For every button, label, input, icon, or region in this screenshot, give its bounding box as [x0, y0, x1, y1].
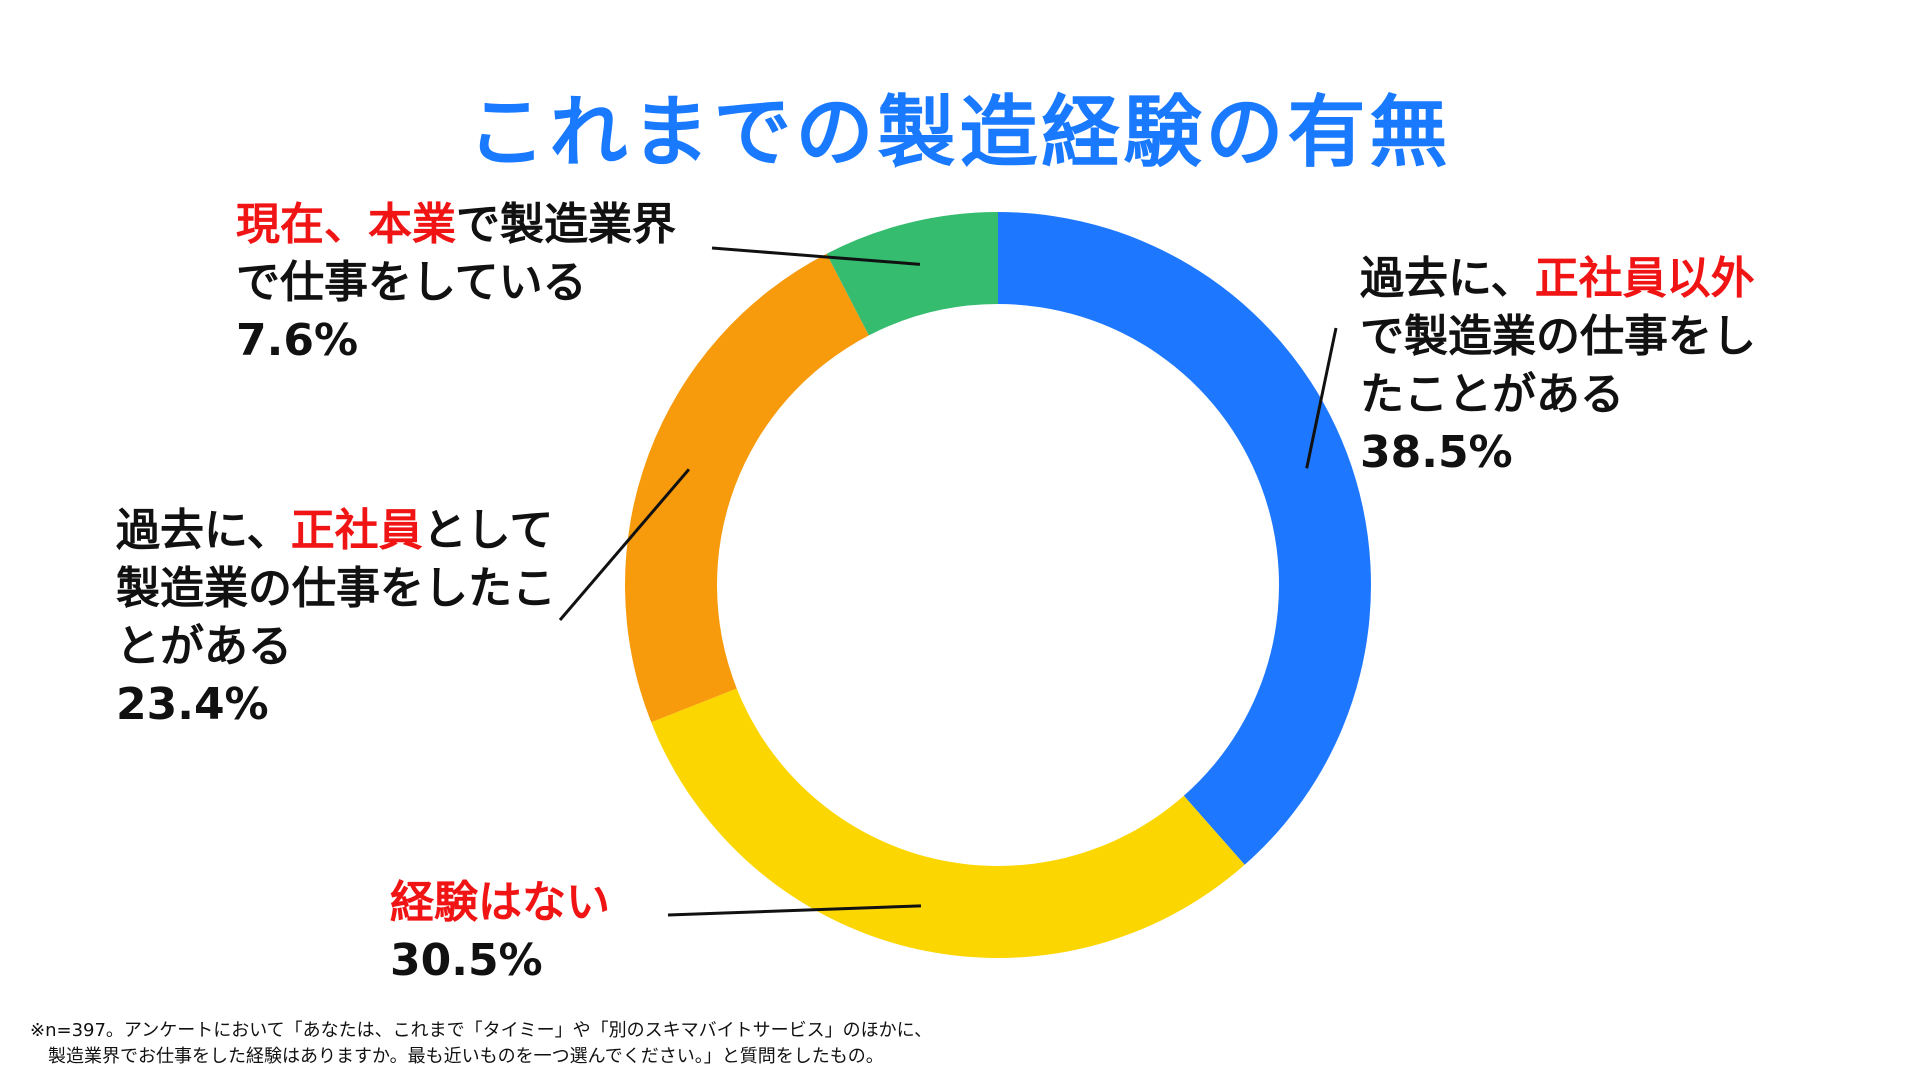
chart-title: これまでの製造経験の有無: [467, 88, 1452, 178]
slice-label-current: 現在、本業で製造業界 で仕事をしている 7.6%: [236, 196, 676, 370]
leader-line-current: [711, 246, 921, 266]
slice-label-none: 経験はない 30.5%: [390, 874, 610, 990]
donut-slice-none: [651, 688, 1245, 958]
footnote-line1: ※n=397。アンケートにおいて「あなたは、これまで「タイミー」や「別のスキマバ…: [30, 1020, 933, 1041]
label-reg-line3: とがある: [116, 621, 292, 672]
label-current-line1: で製造業界: [456, 199, 676, 250]
label-reg-highlight: 正社員: [290, 505, 423, 556]
label-current-pct: 7.6%: [236, 315, 359, 366]
label-nonreg-pre: 過去に、: [1360, 253, 1535, 304]
footnote: ※n=397。アンケートにおいて「あなたは、これまで「タイミー」や「別のスキマバ…: [30, 1018, 932, 1070]
label-current-highlight: 現在、本業: [236, 199, 456, 250]
label-reg-line2: 製造業の仕事をしたこ: [116, 563, 556, 614]
slice-label-nonregular: 過去に、正社員以外 で製造業の仕事をし たことがある 38.5%: [1360, 250, 1756, 482]
label-current-line2: で仕事をしている: [236, 257, 587, 308]
footnote-line2: 製造業界でお仕事をした経験はありますか。最も近いものを一つ選んでください。」と質…: [48, 1046, 884, 1067]
label-reg-post: として: [422, 505, 554, 556]
label-nonreg-highlight: 正社員以外: [1534, 253, 1755, 304]
donut-slice-nonreg: [998, 212, 1372, 865]
label-nonreg-pct: 38.5%: [1360, 427, 1513, 478]
label-reg-pct: 23.4%: [116, 679, 269, 730]
label-reg-pre: 過去に、: [116, 505, 291, 556]
leader-line-nonreg: [1305, 327, 1338, 469]
donut-slice-reg: [624, 253, 869, 723]
leader-line-none: [667, 904, 922, 917]
label-none-highlight: 経験はない: [390, 877, 610, 928]
donut-slice-current: [826, 212, 998, 336]
slice-label-regular: 過去に、正社員として 製造業の仕事をしたこ とがある 23.4%: [116, 502, 556, 734]
leader-line-reg: [558, 468, 691, 621]
label-nonreg-line2: で製造業の仕事をし: [1360, 311, 1756, 362]
label-none-pct: 30.5%: [390, 935, 543, 986]
label-nonreg-line3: たことがある: [1360, 369, 1624, 420]
